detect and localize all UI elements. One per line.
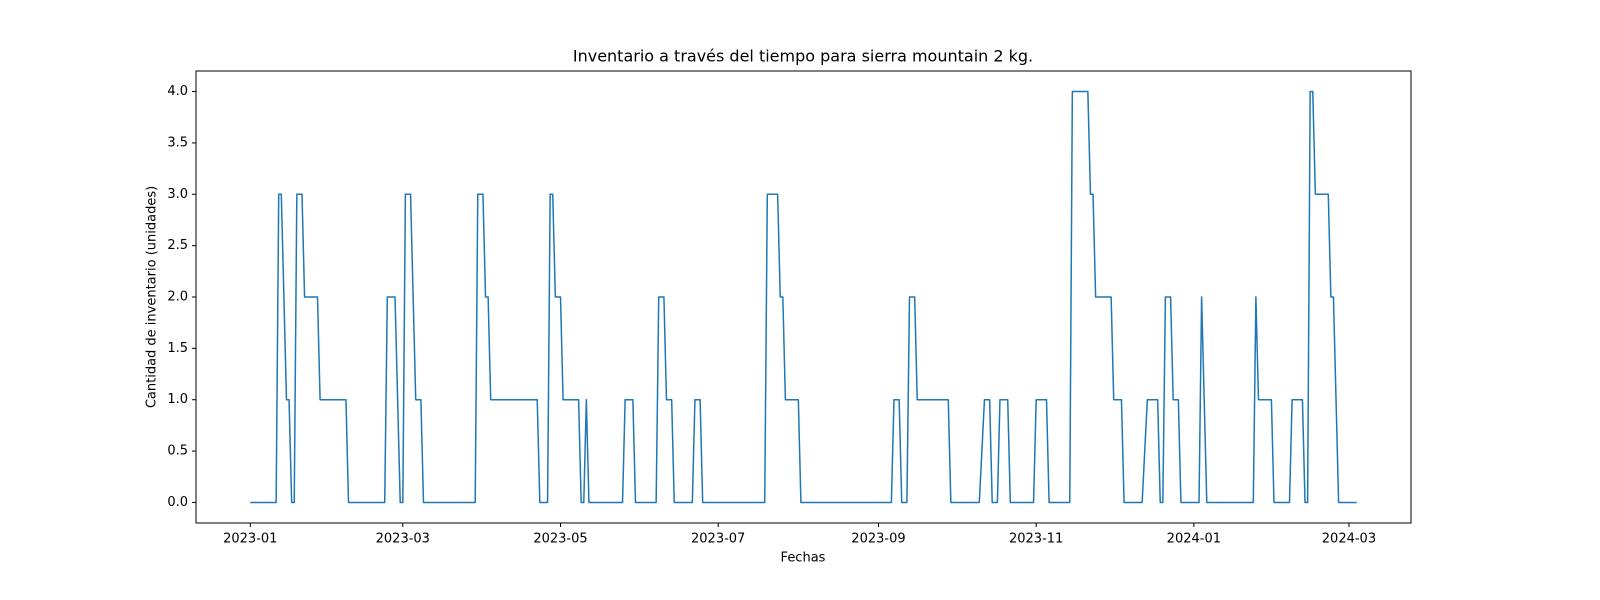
x-tick-label: 2023-11 [1009, 532, 1063, 547]
y-tick-label: 2.5 [167, 238, 188, 253]
y-axis-label: Cantidad de inventario (unidades) [145, 186, 160, 408]
y-tick-label: 0.0 [167, 495, 188, 510]
x-tick-label: 2024-03 [1322, 532, 1376, 547]
y-tick-label: 1.5 [167, 341, 188, 356]
x-tick-label: 2023-03 [376, 532, 430, 547]
y-tick-label: 4.0 [167, 84, 188, 99]
y-tick-label: 0.5 [167, 444, 188, 459]
x-axis-label: Fechas [781, 551, 826, 566]
data-line [250, 90, 1357, 504]
chart-title: Inventario a través del tiempo para sier… [573, 47, 1033, 66]
x-tick-label: 2023-01 [223, 532, 277, 547]
y-tick-label: 2.0 [167, 290, 188, 305]
x-tick-label: 2023-07 [691, 532, 745, 547]
x-tick-label: 2023-05 [533, 532, 587, 547]
axes-frame [195, 70, 1412, 524]
y-tick-label: 1.0 [167, 392, 188, 407]
x-tick-label: 2024-01 [1167, 532, 1221, 547]
y-tick-label: 3.5 [167, 135, 188, 150]
x-tick-label: 2023-09 [851, 532, 905, 547]
y-tick-label: 3.0 [167, 187, 188, 202]
